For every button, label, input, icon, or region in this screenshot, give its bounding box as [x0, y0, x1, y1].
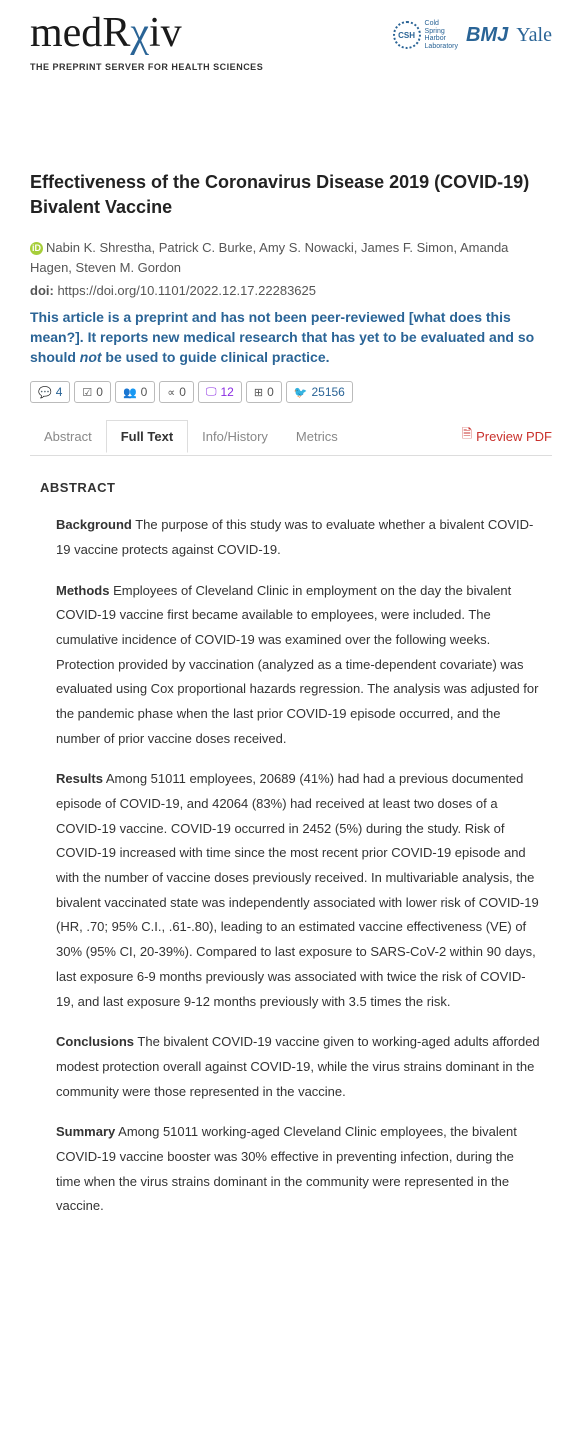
- comments-stat[interactable]: 💬 4: [30, 381, 70, 403]
- doi-link[interactable]: https://doi.org/10.1101/2022.12.17.22283…: [57, 283, 316, 298]
- logo-r: R: [102, 10, 130, 56]
- tab-bar: Abstract Full Text Info/History Metrics …: [30, 417, 552, 456]
- abstract-heading: ABSTRACT: [40, 480, 542, 495]
- conclusions-label: Conclusions: [56, 1034, 134, 1049]
- methods-label: Methods: [56, 583, 109, 598]
- stats-row: 💬 4 ☑ 0 👥 0 ∝ 0 🖵 12 ⊞ 0 🐦 25156: [30, 381, 552, 403]
- summary-label: Summary: [56, 1124, 115, 1139]
- twitter-icon: 🐦: [294, 386, 308, 399]
- logo-prefix: med: [30, 10, 102, 56]
- shares-count: 0: [179, 385, 186, 399]
- pdf-icon: 🗎: [462, 425, 472, 447]
- background-para: Background The purpose of this study was…: [40, 513, 542, 562]
- tweets-count: 25156: [311, 385, 344, 399]
- doi-label: doi:: [30, 283, 54, 298]
- methods-para: Methods Employees of Cleveland Clinic in…: [40, 579, 542, 752]
- tab-fulltext[interactable]: Full Text: [106, 420, 188, 453]
- preview-pdf-link[interactable]: 🗎 Preview PDF: [462, 417, 552, 455]
- conclusions-para: Conclusions The bivalent COVID-19 vaccin…: [40, 1030, 542, 1104]
- author-line: iDNabin K. Shrestha, Patrick C. Burke, A…: [30, 238, 552, 277]
- logo-block: medRχiv THE PREPRINT SERVER FOR HEALTH S…: [30, 12, 263, 72]
- tab-metrics[interactable]: Metrics: [282, 421, 352, 452]
- background-label: Background: [56, 517, 132, 532]
- video-stat[interactable]: ⊞ 0: [246, 381, 282, 403]
- users-count: 0: [141, 385, 148, 399]
- yale-logo[interactable]: Yale: [516, 24, 552, 47]
- site-logo[interactable]: medRχiv: [30, 12, 263, 54]
- summary-para: Summary Among 51011 working-aged Clevela…: [40, 1120, 542, 1219]
- check-icon: ☑: [82, 386, 92, 399]
- tweets-stat[interactable]: 🐦 25156: [286, 381, 353, 403]
- media-stat[interactable]: 🖵 12: [198, 381, 242, 403]
- methods-text: Employees of Cleveland Clinic in employm…: [56, 583, 538, 746]
- media-count: 12: [221, 385, 234, 399]
- csh-logo[interactable]: CSH Cold Spring Harbor Laboratory: [393, 20, 458, 51]
- abstract-section: ABSTRACT Background The purpose of this …: [30, 456, 552, 1255]
- results-text: Among 51011 employees, 20689 (41%) had h…: [56, 771, 539, 1008]
- preprint-disclaimer: This article is a preprint and has not b…: [30, 308, 552, 367]
- tab-info[interactable]: Info/History: [188, 421, 282, 452]
- video-count: 0: [267, 385, 274, 399]
- article-title: Effectiveness of the Coronavirus Disease…: [30, 170, 552, 220]
- checks-count: 0: [96, 385, 103, 399]
- bmj-logo[interactable]: BMJ: [466, 24, 508, 47]
- shares-stat[interactable]: ∝ 0: [159, 381, 194, 403]
- results-label: Results: [56, 771, 103, 786]
- comment-icon: 💬: [38, 386, 52, 399]
- checks-stat[interactable]: ☑ 0: [74, 381, 111, 403]
- doi-line: doi: https://doi.org/10.1101/2022.12.17.…: [30, 283, 552, 298]
- orcid-icon[interactable]: iD: [30, 242, 43, 255]
- comments-count: 4: [56, 385, 63, 399]
- preview-pdf-label: Preview PDF: [476, 429, 552, 444]
- video-icon: ⊞: [254, 386, 263, 399]
- site-header: medRχiv THE PREPRINT SERVER FOR HEALTH S…: [0, 0, 582, 80]
- users-icon: 👥: [123, 386, 137, 399]
- partner-logos: CSH Cold Spring Harbor Laboratory BMJ Ya…: [393, 20, 552, 51]
- users-stat[interactable]: 👥 0: [115, 381, 155, 403]
- tab-abstract[interactable]: Abstract: [30, 421, 106, 452]
- monitor-icon: 🖵: [206, 386, 217, 399]
- csh-text: Cold Spring Harbor Laboratory: [425, 20, 458, 51]
- share-icon: ∝: [167, 386, 175, 399]
- logo-suffix: iv: [149, 10, 182, 56]
- article-content: Effectiveness of the Coronavirus Disease…: [0, 170, 582, 1255]
- logo-chi: χ: [130, 10, 149, 56]
- results-para: Results Among 51011 employees, 20689 (41…: [40, 767, 542, 1014]
- logo-tagline: THE PREPRINT SERVER FOR HEALTH SCIENCES: [30, 62, 263, 72]
- author-names: Nabin K. Shrestha, Patrick C. Burke, Amy…: [30, 240, 508, 275]
- csh-circle-icon: CSH: [393, 21, 421, 49]
- summary-text: Among 51011 working-aged Cleveland Clini…: [56, 1124, 517, 1213]
